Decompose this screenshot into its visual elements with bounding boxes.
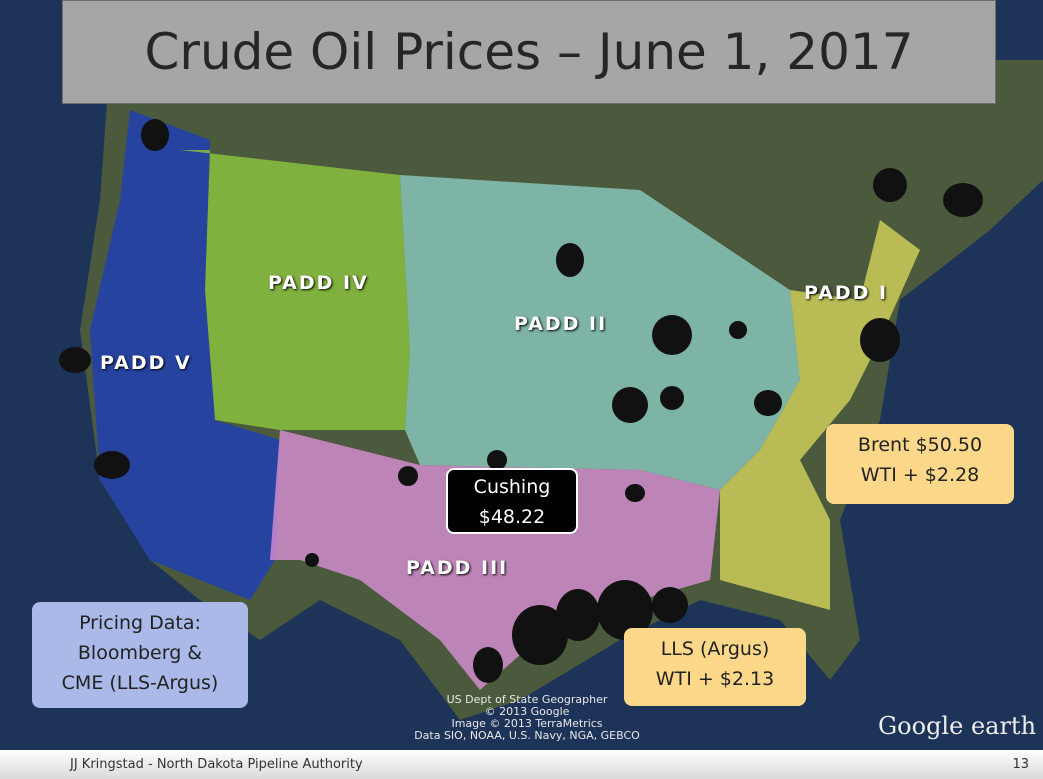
- attribution: US Dept of State Geographer © 2013 Googl…: [412, 694, 642, 742]
- marker: [729, 321, 747, 339]
- attribution-line: Data SIO, NOAA, U.S. Navy, NGA, GEBCO: [412, 730, 642, 742]
- padd-label: PADD IV: [268, 272, 369, 294]
- marker: [625, 484, 645, 502]
- lls-callout: LLS (Argus) WTI + $2.13: [624, 628, 806, 706]
- source-callout: Pricing Data: Bloomberg & CME (LLS-Argus…: [32, 602, 248, 708]
- marker: [305, 553, 319, 567]
- callout-line: $48.22: [448, 502, 576, 532]
- marker: [873, 168, 907, 202]
- padd-label: PADD II: [514, 313, 607, 335]
- marker: [487, 450, 507, 470]
- title: Crude Oil Prices – June 1, 2017: [62, 0, 996, 104]
- marker: [943, 183, 983, 217]
- marker: [473, 647, 503, 683]
- callout-line: WTI + $2.13: [624, 664, 806, 694]
- slide: Crude Oil Prices – June 1, 2017 PADD IV …: [0, 0, 1043, 779]
- marker: [860, 318, 900, 362]
- footer: JJ Kringstad - North Dakota Pipeline Aut…: [0, 750, 1043, 779]
- cushing-callout: Cushing $48.22: [446, 468, 578, 534]
- marker: [754, 390, 782, 416]
- callout-line: Cushing: [448, 472, 576, 502]
- marker: [660, 386, 684, 410]
- marker: [398, 466, 418, 486]
- callout-line: Bloomberg &: [32, 638, 248, 668]
- marker: [612, 387, 648, 423]
- callout-line: WTI + $2.28: [826, 460, 1014, 490]
- marker: [141, 119, 169, 151]
- marker: [556, 243, 584, 277]
- padd-label: PADD I: [804, 282, 888, 304]
- padd-label: PADD III: [406, 557, 508, 579]
- callout-line: CME (LLS-Argus): [32, 668, 248, 698]
- callout-line: LLS (Argus): [624, 634, 806, 664]
- footer-author: JJ Kringstad - North Dakota Pipeline Aut…: [70, 757, 363, 772]
- padd-label: PADD V: [100, 352, 192, 374]
- brent-callout: Brent $50.50 WTI + $2.28: [826, 424, 1014, 504]
- marker: [652, 315, 692, 355]
- marker: [652, 587, 688, 623]
- callout-line: Pricing Data:: [32, 608, 248, 638]
- callout-line: Brent $50.50: [826, 430, 1014, 460]
- marker: [556, 589, 600, 641]
- logo: Google earth: [878, 712, 1036, 740]
- marker: [59, 347, 91, 373]
- marker: [94, 451, 130, 479]
- page-number: 13: [1012, 757, 1029, 772]
